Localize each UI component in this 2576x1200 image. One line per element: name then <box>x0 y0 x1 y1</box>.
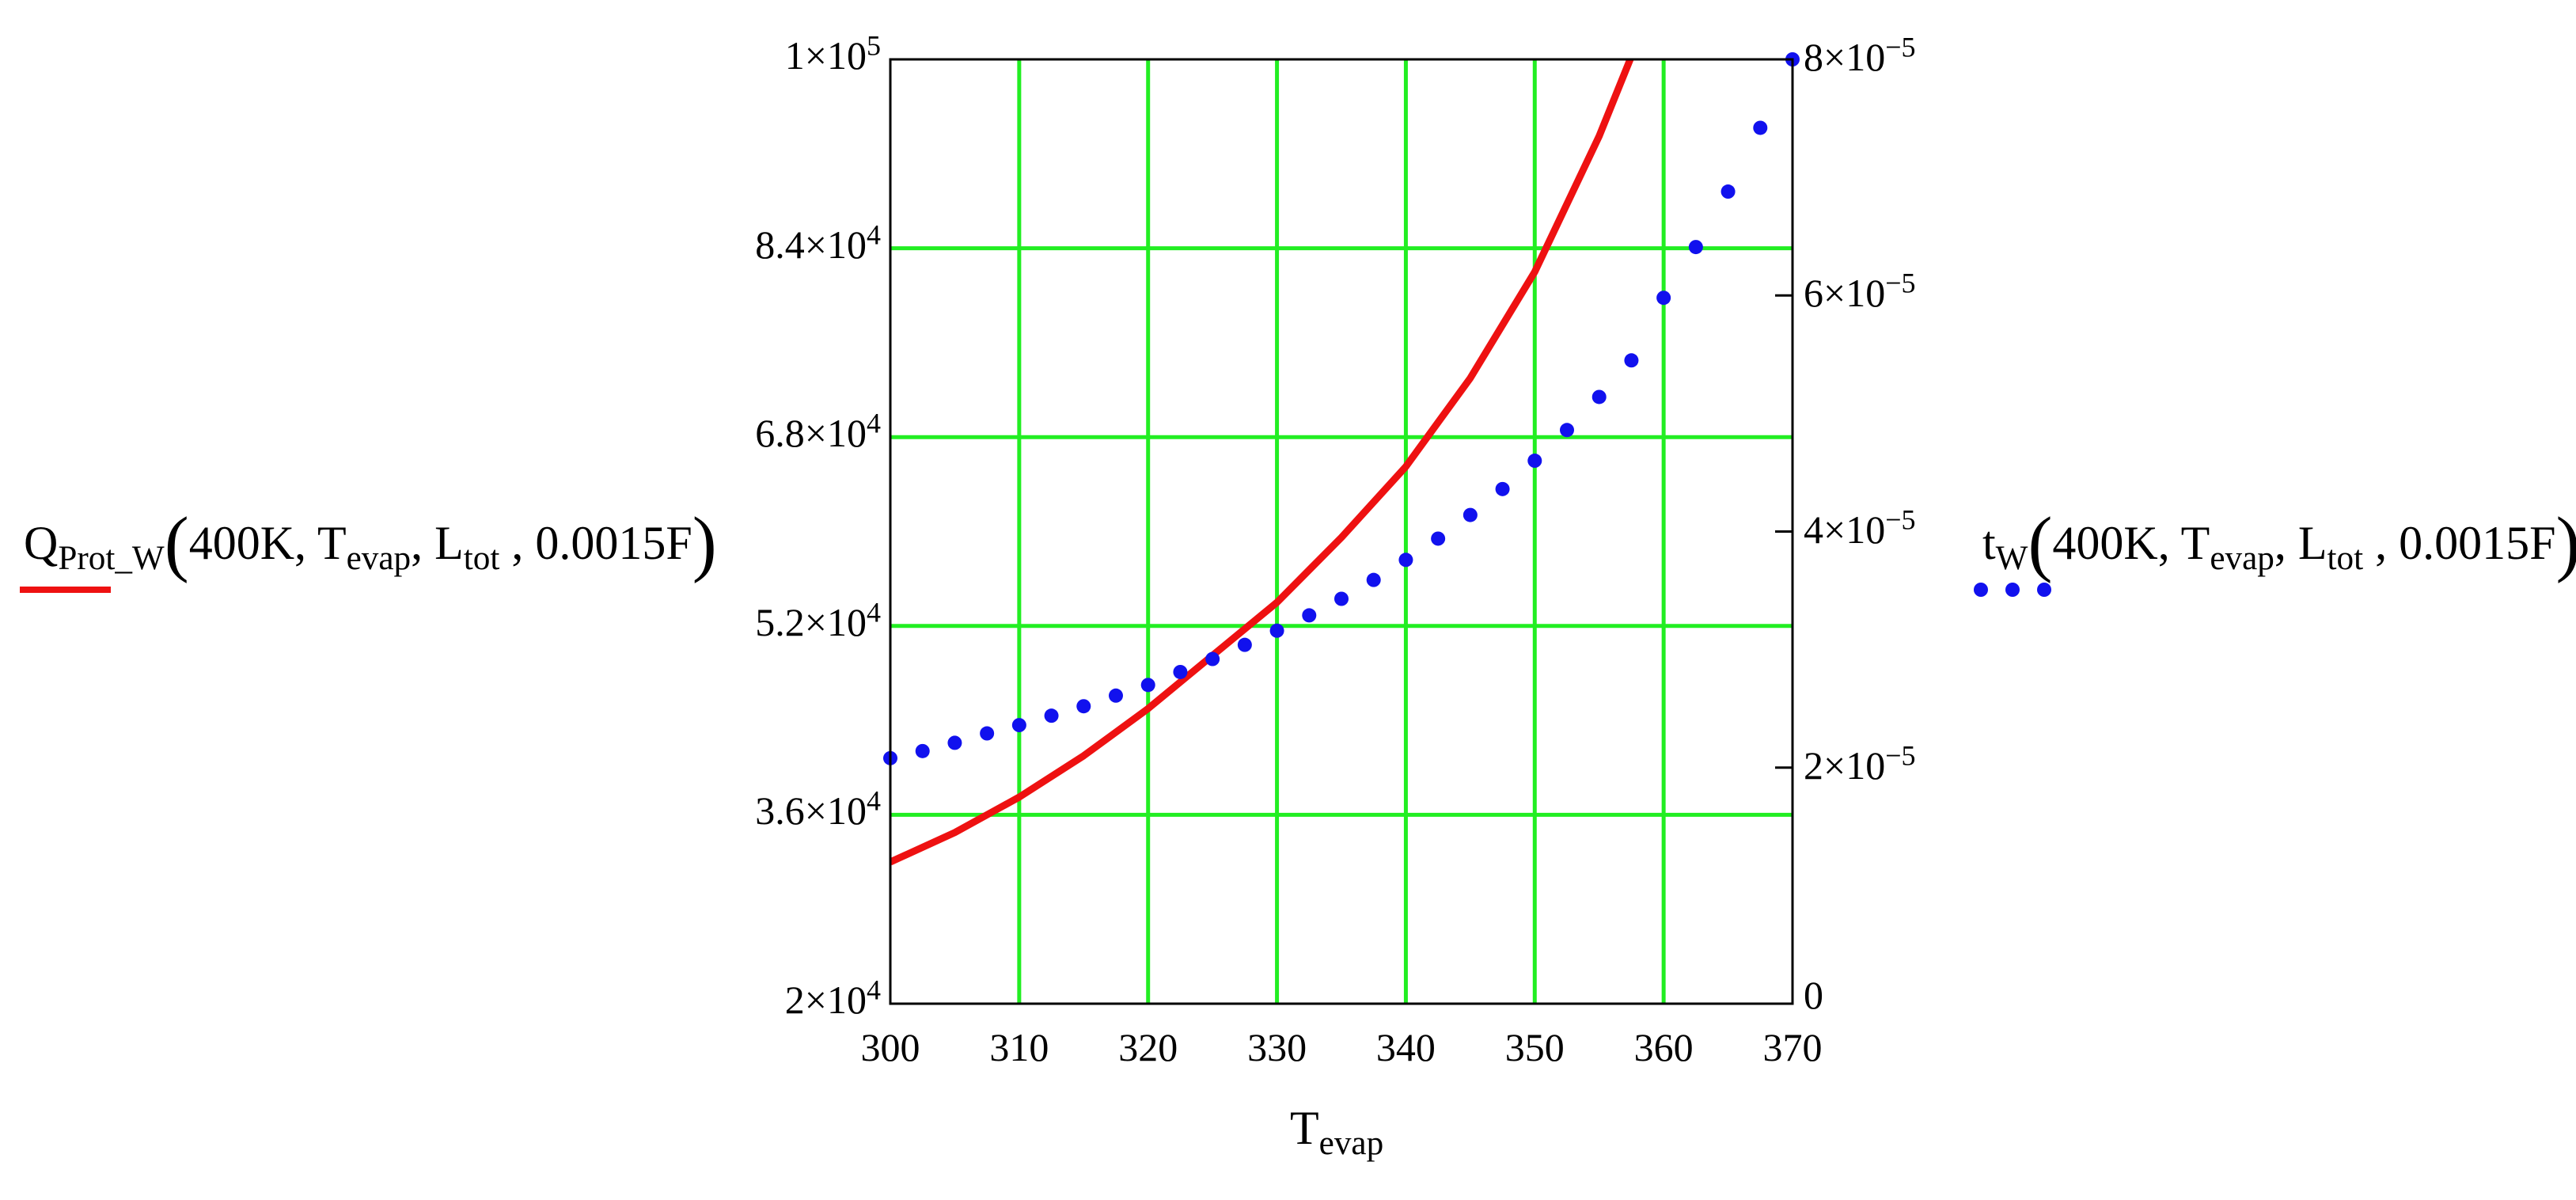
y-right-tick-label: 4×10−5 <box>1804 503 1916 552</box>
y-right-tick-label: 6×10−5 <box>1804 267 1916 316</box>
series-point-t-w <box>915 743 930 758</box>
series-point-t-w <box>1463 507 1478 522</box>
series-point-t-w <box>1624 353 1639 368</box>
x-tick-label: 350 <box>1504 1025 1565 1069</box>
series-point-t-w <box>1688 240 1703 255</box>
series-point-t-w <box>1495 481 1510 496</box>
series-point-t-w <box>1656 291 1671 306</box>
series-point-t-w <box>1527 454 1542 469</box>
series-point-t-w <box>1334 591 1349 606</box>
series-point-t-w <box>1269 623 1284 638</box>
x-tick-label: 320 <box>1118 1025 1178 1069</box>
series-point-t-w <box>1560 423 1574 438</box>
y-right-tick-label: 2×10−5 <box>1804 739 1916 788</box>
y-left-tick-label: 3.6×104 <box>755 784 881 834</box>
series-point-t-w <box>1076 699 1091 714</box>
x-tick-label: 360 <box>1633 1025 1694 1069</box>
legend-dot <box>2037 583 2051 597</box>
series-point-t-w <box>1140 678 1155 693</box>
series-point-t-w <box>947 735 962 750</box>
series-point-t-w <box>1173 664 1188 679</box>
series-point-t-w <box>1398 553 1413 568</box>
x-tick-label: 340 <box>1375 1025 1436 1069</box>
y-right-tick-label: 0 <box>1804 973 1823 1017</box>
y-left-tick-label: 1×105 <box>784 29 881 78</box>
series-point-t-w <box>1431 531 1446 546</box>
legend-swatch-t-w <box>1974 583 2051 597</box>
x-axis-label: Tevap <box>1290 1102 1384 1162</box>
y-right-tick-label: 8×10−5 <box>1804 31 1916 79</box>
y-left-tick-label: 6.8×104 <box>755 407 881 456</box>
tick-marks <box>1775 58 1793 1005</box>
x-tick-label: 330 <box>1247 1025 1307 1069</box>
legend-dot <box>2005 583 2020 597</box>
series-point-t-w <box>1592 389 1607 404</box>
legend-label-q-prot-w: QProt_W(400K, Tevap, Ltot , 0.0015F) <box>24 503 717 584</box>
y-left-tick-label: 8.4×104 <box>755 218 881 267</box>
series-point-t-w <box>1044 708 1059 723</box>
series-point-t-w <box>980 726 995 741</box>
x-tick-label: 300 <box>860 1025 920 1069</box>
series-point-t-w <box>1720 184 1736 199</box>
legend-label-t-w: tW(400K, Tevap, Ltot , 0.0015F) <box>1982 503 2576 584</box>
series-point-t-w <box>1237 637 1252 652</box>
y-left-tick-label: 5.2×104 <box>755 596 881 644</box>
series-line-q-prot-w <box>890 59 1634 866</box>
grid-lines <box>890 59 1793 1004</box>
series-point-t-w <box>1011 718 1026 733</box>
series-point-t-w <box>1753 120 1768 135</box>
series-point-t-w <box>1302 608 1317 623</box>
series-point-t-w <box>1109 688 1123 703</box>
x-tick-label: 370 <box>1762 1025 1823 1069</box>
series-point-t-w <box>1205 651 1220 666</box>
x-tick-label: 310 <box>989 1025 1049 1069</box>
y-left-tick-label: 2×104 <box>784 974 881 1022</box>
series-point-t-w <box>1366 572 1381 587</box>
legend-dot <box>1974 583 1988 597</box>
